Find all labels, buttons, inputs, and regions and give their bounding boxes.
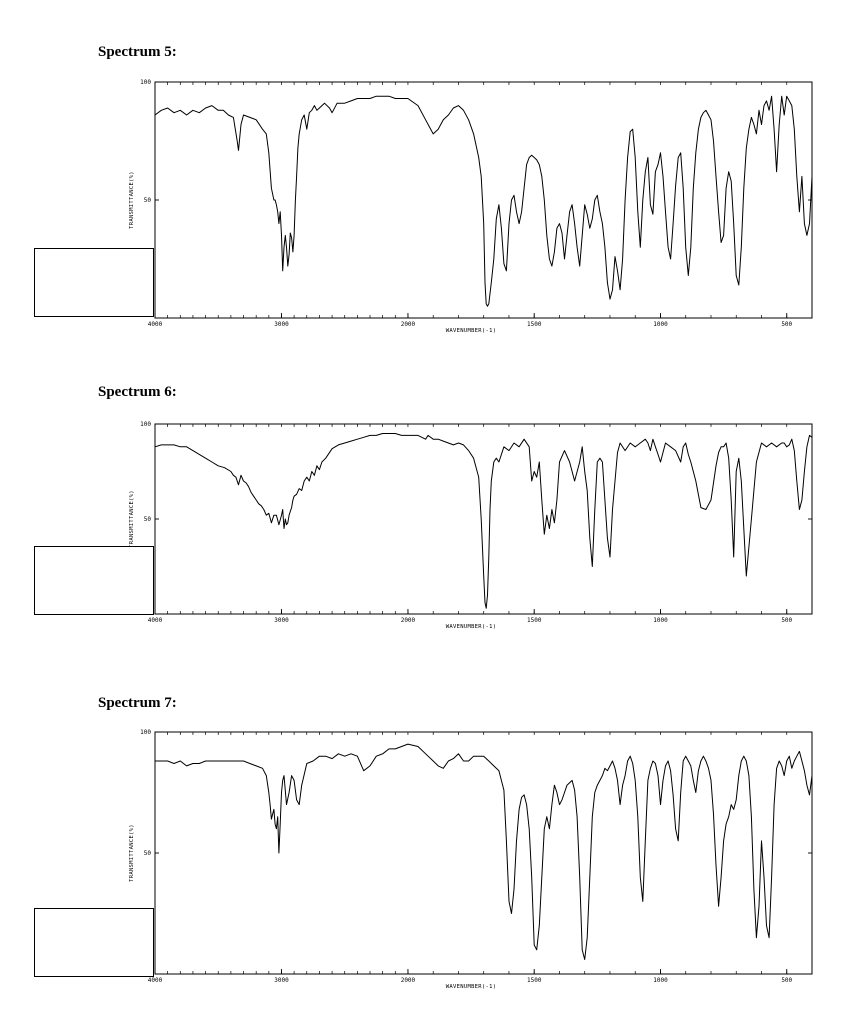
spectrum-6-block: Spectrum 6: 4000 3000 2000 1500 1000 500 100 50… [0, 340, 859, 640]
x-tick-label: 4000 [148, 617, 163, 624]
spectrum-5-block: Spectrum 5: 4000 3000 2000 1500 1000 500 100 50… [0, 0, 859, 340]
spectrum-trace [154, 433, 813, 609]
answer-box[interactable] [34, 248, 154, 317]
y-tick-label: 100 [140, 79, 151, 86]
x-axis-label: WAVENUMBER(-1) [446, 328, 497, 334]
x-tick-label: 500 [781, 321, 792, 328]
x-tick-label: 2000 [401, 977, 416, 984]
plot-frame [154, 81, 813, 319]
plot-frame [154, 731, 813, 975]
x-axis-label: WAVENUMBER(-1) [446, 624, 497, 630]
spectrum-title: Spectrum 6: [98, 384, 177, 400]
ir-spectrum-chart: 4000 3000 2000 1500 1000 500 100 50 WAVENUMBER(-… [129, 421, 813, 630]
x-tick-label: 4000 [148, 977, 163, 984]
ir-spectrum-chart: 4000 3000 2000 1500 1000 500 100 50 WAVENUMBER(-… [129, 729, 813, 990]
x-tick-label: 500 [781, 977, 792, 984]
x-tick-label: 1500 [527, 321, 542, 328]
y-axis-label: TRANSMITTANCE(%) [129, 171, 135, 229]
y-tick-label: 50 [144, 197, 152, 204]
spectrum-title: Spectrum 5: [98, 44, 177, 60]
x-tick-label: 2000 [401, 617, 416, 624]
answer-box[interactable] [34, 546, 154, 615]
x-tick-label: 3000 [274, 321, 289, 328]
y-axis-label: TRANSMITTANCE(%) [129, 490, 135, 548]
x-tick-label: 1500 [527, 977, 542, 984]
x-tick-label: 2000 [401, 321, 416, 328]
x-tick-label: 3000 [274, 617, 289, 624]
x-tick-label: 1000 [653, 617, 668, 624]
answer-box[interactable] [34, 908, 154, 977]
x-tick-label: 4000 [148, 321, 163, 328]
x-tick-label: 500 [781, 617, 792, 624]
spectrum-trace [155, 743, 813, 960]
x-tick-label: 1500 [527, 617, 542, 624]
x-tick-label: 3000 [274, 977, 289, 984]
y-tick-label: 100 [140, 729, 151, 736]
x-tick-label: 1000 [653, 321, 668, 328]
y-axis-label: TRANSMITTANCE(%) [129, 824, 135, 882]
ir-spectrum-chart: 4000 3000 2000 1500 1000 500 100 50 WAVENUMBER(-… [129, 79, 813, 334]
spectrum-trace [154, 95, 813, 307]
x-axis-label: WAVENUMBER(-1) [446, 984, 497, 990]
x-tick-label: 1000 [653, 977, 668, 984]
y-tick-label: 50 [144, 850, 152, 857]
y-tick-label: 100 [140, 421, 151, 428]
plot-frame [154, 423, 813, 615]
y-tick-label: 50 [144, 516, 152, 523]
spectrum-7-block: Spectrum 7: 4000 3000 2000 1500 1000 500 100 50… [0, 640, 859, 1024]
spectrum-title: Spectrum 7: [98, 695, 177, 711]
